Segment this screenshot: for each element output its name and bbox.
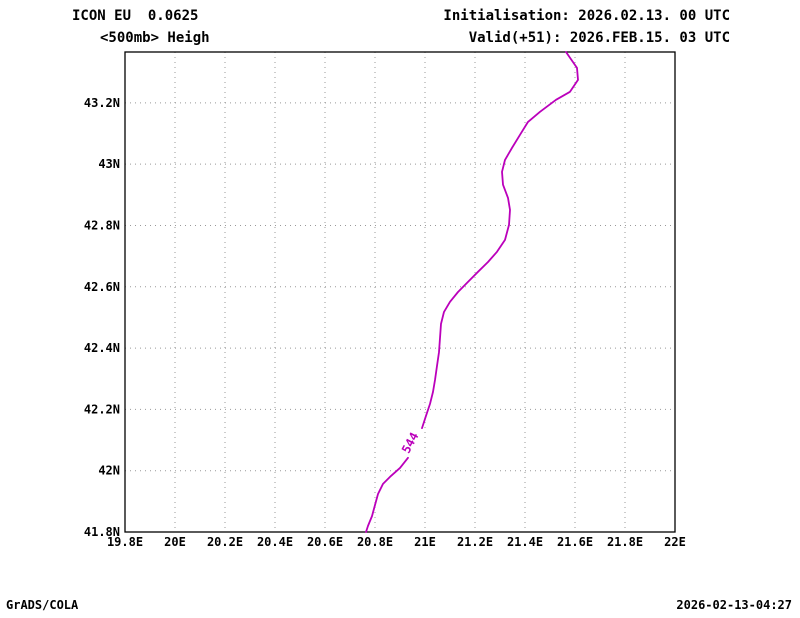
x-tick-label: 20E <box>164 535 186 549</box>
x-tick-label: 20.6E <box>307 535 343 549</box>
x-tick-label: 20.8E <box>357 535 393 549</box>
x-tick-label: 22E <box>664 535 686 549</box>
x-tick-label: 21.8E <box>607 535 643 549</box>
x-tick-label: 21.2E <box>457 535 493 549</box>
x-tick-label: 20.4E <box>257 535 293 549</box>
contour-line <box>365 456 409 533</box>
model-title: ICON EU 0.0625 <box>72 8 199 24</box>
y-tick-label: 43.2N <box>84 96 120 110</box>
grads-credit: GrADS/COLA <box>6 598 79 612</box>
x-tick-label: 19.8E <box>107 535 143 549</box>
creation-timestamp: 2026-02-13-04:27 <box>676 598 792 612</box>
contour-line <box>421 51 579 430</box>
y-tick-label: 42.8N <box>84 218 120 232</box>
y-tick-label: 41.8N <box>84 525 120 539</box>
initialisation-time: Initialisation: 2026.02.13. 00 UTC <box>443 8 730 24</box>
x-tick-label: 20.2E <box>207 535 243 549</box>
x-tick-label: 21E <box>414 535 436 549</box>
y-tick-label: 43N <box>98 157 120 171</box>
x-tick-label: 21.6E <box>557 535 593 549</box>
y-tick-label: 42.6N <box>84 280 120 294</box>
y-tick-label: 42N <box>98 464 120 478</box>
contour-label: 544 <box>399 430 422 456</box>
valid-time: Valid(+51): 2026.FEB.15. 03 UTC <box>468 30 730 46</box>
field-title: <500mb> Heigh <box>100 30 210 46</box>
plot-frame <box>124 51 676 533</box>
y-tick-label: 42.4N <box>84 341 120 355</box>
x-tick-label: 21.4E <box>507 535 543 549</box>
y-tick-label: 42.2N <box>84 402 120 416</box>
